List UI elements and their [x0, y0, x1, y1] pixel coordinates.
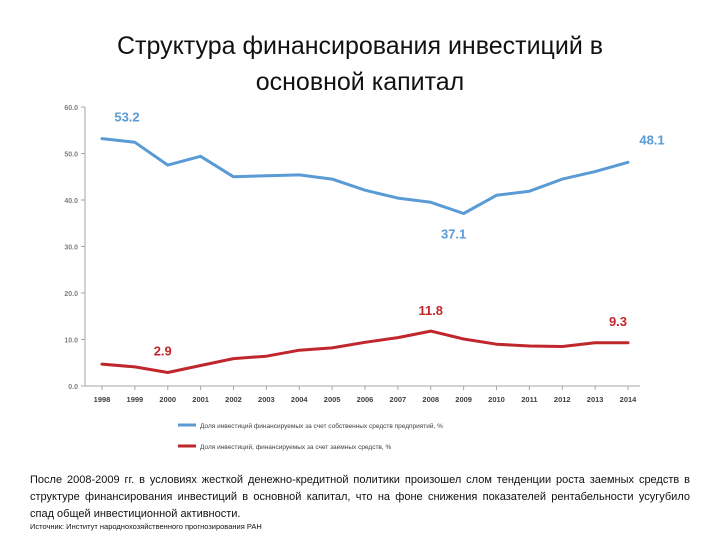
y-tick-label: 50.0	[64, 152, 78, 159]
data-point	[199, 155, 202, 158]
data-label: 48.1	[639, 132, 664, 147]
data-point	[133, 365, 137, 369]
data-point	[495, 194, 498, 197]
data-point	[166, 163, 169, 167]
x-tick-label: 2010	[488, 395, 505, 404]
x-tick-label: 2012	[554, 395, 571, 404]
x-tick-label: 1998	[94, 395, 111, 404]
data-point	[199, 364, 202, 367]
series-line-1	[100, 137, 630, 215]
x-tick-label: 2003	[258, 395, 275, 404]
data-point	[593, 170, 597, 173]
data-point	[265, 355, 268, 358]
data-point	[462, 212, 465, 215]
x-tick-label: 2002	[225, 395, 242, 404]
data-point	[298, 173, 301, 177]
data-point	[330, 346, 334, 350]
data-point	[363, 189, 367, 192]
title-line-2: основной капитал	[255, 68, 465, 96]
data-point	[626, 341, 630, 344]
data-point	[166, 371, 169, 374]
y-tick-label: 20.0	[64, 291, 78, 298]
y-tick-label: 30.0	[64, 245, 78, 252]
source-note: Источник: Институт народнохозяйственного…	[30, 522, 262, 531]
data-point	[528, 189, 531, 193]
series-line-2	[100, 329, 630, 374]
legend-label: Доля инвестиций финансируемых за счет со…	[200, 422, 443, 430]
data-point	[330, 177, 334, 181]
data-point	[265, 174, 268, 178]
data-point	[561, 345, 564, 348]
x-tick-label: 2014	[620, 395, 638, 404]
data-point	[396, 336, 400, 339]
data-point	[462, 337, 465, 341]
chart-caption: После 2008-2009 гг. в условиях жесткой д…	[30, 474, 690, 520]
data-label: 2.9	[154, 344, 172, 359]
data-point	[363, 341, 367, 344]
y-tick-label: 0.0	[68, 384, 78, 391]
x-tick-label: 2000	[159, 395, 176, 404]
x-tick-label: 2013	[587, 395, 604, 404]
data-point	[561, 177, 564, 181]
data-point	[593, 341, 597, 344]
data-point	[429, 201, 432, 204]
data-point	[495, 342, 498, 346]
x-tick-label: 2006	[357, 395, 374, 404]
data-label: 53.2	[114, 110, 139, 125]
data-point	[396, 196, 400, 200]
y-tick-label: 60.0	[64, 105, 78, 112]
x-tick-label: 2007	[390, 395, 407, 404]
data-point	[232, 175, 235, 178]
data-label: 9.3	[609, 314, 627, 329]
data-point	[626, 161, 630, 164]
page-title: Структура финансирования инвестиций в ос…	[0, 28, 720, 100]
x-tick-label: 2011	[521, 395, 537, 404]
data-point	[100, 137, 104, 140]
x-tick-label: 2004	[291, 395, 309, 404]
title-line-1: Структура финансирования инвестиций в	[116, 32, 604, 60]
x-tick-label: 1999	[127, 395, 144, 404]
data-label: 11.8	[418, 303, 443, 318]
line-chart: 0.0 10.0 20.0 30.0 40.0 50.0 60.0 1998 1999 2000 2…	[64, 105, 664, 451]
x-tick-label: 2009	[455, 395, 472, 404]
data-point	[133, 141, 137, 144]
legend-label: Доля инвестиций, финансируемых за счет з…	[200, 443, 391, 451]
data-point	[528, 344, 531, 348]
y-tick-label: 40.0	[64, 198, 78, 205]
data-point	[100, 362, 104, 366]
y-tick-label: 10.0	[64, 338, 78, 345]
data-point	[298, 348, 301, 352]
data-label: 37.1	[441, 226, 466, 241]
x-tick-label: 2005	[324, 395, 341, 404]
data-point	[429, 329, 432, 333]
x-tick-label: 2001	[192, 395, 209, 404]
data-point	[232, 357, 235, 360]
x-tick-label: 2008	[422, 395, 439, 404]
